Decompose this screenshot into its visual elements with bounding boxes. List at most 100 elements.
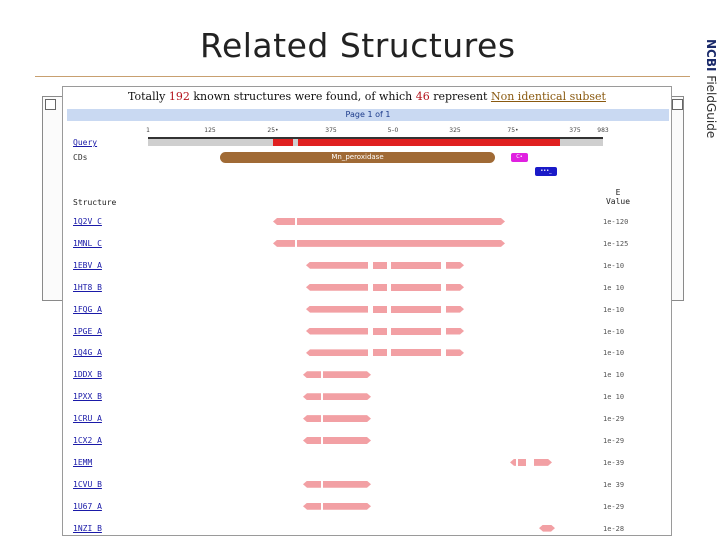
query-region-1 [273,139,293,146]
alignment-segment[interactable] [510,458,516,466]
cd-domain-small-2[interactable]: •••_ [535,167,557,176]
alignment-segment[interactable] [373,327,387,335]
alignment-segment[interactable] [446,349,464,356]
alignment-segment[interactable] [373,305,387,313]
brand-label: NCBI FieldGuide [704,39,718,145]
window-icon-left [45,99,56,110]
alignment-segment[interactable] [303,371,321,379]
title-divider [35,76,690,77]
scale-tick: 325 [449,127,461,134]
evalue-cell: 1e-125 [603,239,629,248]
alignment-segment[interactable] [303,437,321,444]
structure-link[interactable]: 1NZI B [73,523,102,533]
evalue-cell: 1e-10 [603,261,625,270]
structures-panel: Totally 192 known structures were found,… [62,86,672,536]
alignment-segment[interactable] [373,261,387,269]
evalue-cell: 1e-29 [603,437,625,445]
scale-tick: 125 [204,127,216,134]
summary-mid: known structures were found, of which [189,90,416,103]
alignment-segment[interactable] [446,306,464,313]
cds-label: CDs [73,153,88,162]
scale-tick: 25• [267,127,279,134]
total-count: 192 [168,90,190,103]
alignment-segment[interactable] [273,239,295,247]
evalue-cell: 1e-29 [603,502,625,511]
alignment-segment[interactable] [539,525,555,532]
nonidentical-count: 46 [415,90,430,103]
evalue-cell: 1e-29 [603,415,625,424]
structure-link[interactable]: 1U67 A [73,501,102,511]
evalue-header-value: Value [605,197,631,206]
query-label[interactable]: Query [73,138,98,147]
alignment-segment[interactable] [306,283,368,291]
alignment-segment[interactable] [391,283,441,291]
alignment-segment[interactable] [306,261,368,269]
alignment-segment[interactable] [446,284,464,291]
alignment-segment[interactable] [303,502,321,510]
evalue-cell: 1e-10 [603,327,625,336]
structure-link[interactable]: 1EMM [73,457,93,467]
structure-link[interactable]: 1FQG A [73,304,102,314]
structure-link[interactable]: 1Q2V C [73,217,102,226]
scale-tick: 375 [569,127,581,134]
scale-tick: 5–0 [387,127,399,134]
alignment-segment[interactable] [297,240,505,247]
alignment-segment[interactable] [303,393,321,401]
summary-line: Totally 192 known structures were found,… [63,90,671,103]
scale-tick: 1 [146,127,150,134]
structure-column-header: Structure [73,198,117,207]
structure-link[interactable]: 1CVU B [73,479,102,489]
nonidentical-subset-link[interactable]: Non identical subset [490,90,606,103]
page-indicator: Page 1 of 1 [67,109,669,121]
evalue-cell: 1e-39 [603,458,625,467]
alignment-segment[interactable] [306,327,368,335]
evalue-cell: 1e 10 [603,371,625,380]
alignment-segment[interactable] [323,393,371,400]
evalue-cell: 1e-10 [603,349,625,358]
alignment-segment[interactable] [303,415,321,423]
evalue-cell: 1e 39 [603,480,625,489]
evalue-cell: 1e-10 [603,305,625,314]
structure-link[interactable]: 1Q4G A [73,348,102,358]
alignment-segment[interactable] [303,480,321,488]
structure-link[interactable]: 1CX2 A [73,436,102,445]
scale-axis [148,137,603,139]
alignment-segment[interactable] [446,262,464,269]
alignment-segment[interactable] [323,371,371,378]
scale-tick: 75• [507,127,519,134]
scale-tick: 983 [597,127,609,134]
alignment-segment[interactable] [323,415,371,422]
alignment-segment[interactable] [306,349,368,357]
alignment-segment[interactable] [323,481,371,488]
alignment-segment[interactable] [273,218,295,225]
alignment-segment[interactable] [297,218,505,225]
structure-link[interactable]: 1DDX B [73,370,102,380]
cd-mn-peroxidase[interactable]: Mn_peroxidase [220,152,495,163]
alignment-segment[interactable] [391,261,441,269]
evalue-cell: 1e-28 [603,524,625,533]
alignment-segment[interactable] [323,503,371,510]
alignment-segment[interactable] [391,305,441,313]
structure-link[interactable]: 1HT8 B [73,282,102,292]
alignment-segment[interactable] [446,328,464,335]
cd-domain-small-1[interactable]: C• [511,153,528,162]
structure-link[interactable]: 1MNL C [73,238,102,248]
structure-link[interactable]: 1EBV A [73,260,102,270]
alignment-segment[interactable] [391,327,441,335]
alignment-segment[interactable] [391,349,441,357]
alignment-segment[interactable] [518,458,526,466]
evalue-header-e: E [615,188,621,197]
structure-link[interactable]: 1PGE A [73,326,102,336]
evalue-cell: 1e 10 [603,283,625,292]
slide-title: Related Structures [200,26,516,65]
alignment-segment[interactable] [534,459,552,466]
alignment-segment[interactable] [373,349,387,357]
evalue-cell: 1e-120 [603,218,629,226]
scale-tick: 375 [325,127,337,134]
alignment-segment[interactable] [323,437,371,444]
structure-link[interactable]: 1CRU A [73,414,102,424]
alignment-segment[interactable] [373,283,387,291]
structure-link[interactable]: 1PXX B [73,392,102,402]
evalue-column-header: E Value [603,188,633,206]
alignment-segment[interactable] [306,305,368,313]
